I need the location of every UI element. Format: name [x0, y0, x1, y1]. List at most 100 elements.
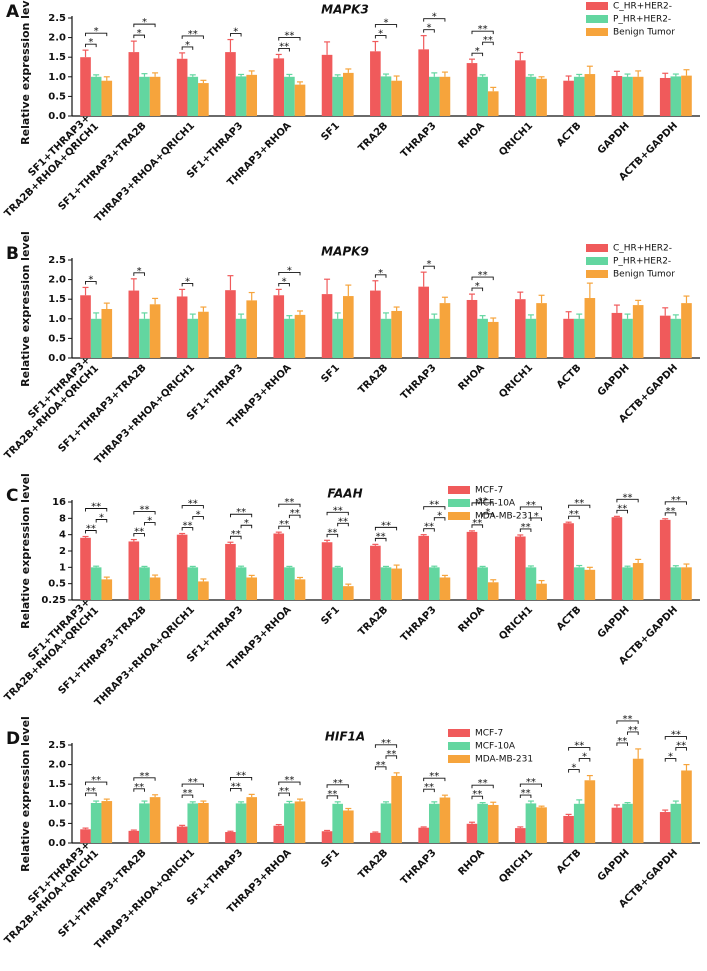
- legend-label: C_HR+HER2-: [613, 2, 672, 12]
- legend-swatch: [586, 270, 608, 278]
- significance-label: **: [574, 498, 584, 509]
- significance-label: *: [432, 12, 437, 23]
- significance-label: *: [282, 276, 287, 287]
- legend-swatch: [586, 28, 608, 36]
- bar: [418, 286, 429, 358]
- significance-bracket: [85, 280, 97, 285]
- significance-label: *: [287, 265, 292, 276]
- significance-bracket: [144, 522, 156, 526]
- bar: [246, 300, 258, 358]
- y-tick-label: 2.0: [48, 760, 66, 771]
- y-tick-label: 1.0: [48, 314, 66, 325]
- significance-bracket: [423, 29, 435, 33]
- bar: [611, 517, 623, 600]
- x-tick-label: THRAP3+RHOA+QRICH1: [93, 362, 197, 466]
- bar: [670, 567, 682, 600]
- significance-bracket: [664, 512, 677, 516]
- significance-bracket: [133, 511, 156, 515]
- significance-bracket: [229, 787, 242, 792]
- significance-bracket: [374, 24, 398, 28]
- significance-label: *: [137, 28, 142, 39]
- bar: [332, 318, 344, 358]
- bar: [235, 803, 247, 843]
- bar: [80, 57, 91, 116]
- legend-label: P_HR+HER2-: [613, 257, 671, 267]
- bar: [225, 290, 236, 358]
- significance-bracket: [627, 731, 639, 735]
- bar: [514, 828, 526, 843]
- x-tick-label: THRAP3+RHOA+QRICH1: [93, 120, 197, 224]
- significance-bracket: [519, 783, 543, 788]
- panel: B MAPK9 Relative expression level 0.0 0.5 1.0…: [3, 231, 700, 467]
- x-tick-label: THRAP3: [399, 120, 439, 160]
- legend-label: MCF-10A: [475, 742, 516, 752]
- significance-bracket: [374, 35, 387, 39]
- bar: [343, 586, 354, 600]
- significance-bracket: [181, 505, 204, 509]
- significance-label: *: [142, 17, 147, 28]
- significance-label: **: [333, 778, 343, 789]
- significance-bracket: [181, 35, 204, 39]
- significance-label: **: [478, 270, 488, 281]
- significance-bracket: [471, 524, 484, 528]
- bar: [284, 318, 295, 358]
- panel-letter: A: [6, 2, 20, 22]
- significance-label: *: [185, 276, 190, 287]
- significance-label: **: [91, 502, 101, 513]
- y-tick-label: 1.5: [48, 779, 66, 790]
- bar: [294, 579, 306, 600]
- significance-label: **: [472, 518, 482, 529]
- bar: [622, 803, 633, 843]
- significance-label: **: [333, 505, 343, 516]
- significance-label: **: [526, 500, 536, 511]
- bar: [525, 803, 537, 843]
- bar: [428, 567, 440, 600]
- x-tick-label: GAPDH: [596, 604, 632, 640]
- bar: [418, 535, 429, 600]
- bar: [380, 318, 392, 358]
- legend-label: Benign Tumor: [613, 28, 675, 38]
- significance-label: **: [623, 714, 633, 725]
- bar: [584, 74, 596, 116]
- bar: [487, 321, 499, 358]
- bar: [487, 804, 499, 843]
- legend-swatch: [448, 486, 470, 494]
- bar: [659, 812, 671, 843]
- chart-title: FAAH: [327, 487, 362, 501]
- x-tick-label: THRAP3: [399, 847, 439, 887]
- y-tick-label: 2.5: [48, 740, 66, 751]
- significance-bracket: [181, 282, 194, 287]
- legend-label: MCF-10A: [475, 499, 516, 509]
- bar: [536, 583, 547, 600]
- significance-bracket: [568, 515, 580, 520]
- bar: [90, 318, 102, 358]
- bar: [235, 76, 247, 116]
- significance-label: **: [424, 522, 434, 533]
- x-tick-label: ACTB: [555, 604, 584, 633]
- significance-label: *: [582, 752, 587, 763]
- significance-label: *: [185, 40, 190, 51]
- significance-bracket: [278, 271, 301, 276]
- significance-label: **: [86, 524, 96, 535]
- significance-bracket: [133, 788, 145, 792]
- bar: [477, 76, 488, 116]
- legend-label: MCF-7: [475, 729, 503, 739]
- bar: [101, 309, 113, 358]
- significance-bracket: [278, 282, 290, 287]
- bar: [622, 318, 633, 358]
- significance-bracket: [133, 34, 145, 39]
- bar: [428, 76, 440, 116]
- x-tick-label: RHOA: [456, 604, 487, 635]
- bar: [90, 76, 102, 116]
- bar: [284, 567, 295, 600]
- bar: [294, 801, 306, 843]
- y-tick-label: 16: [52, 497, 66, 508]
- bar: [573, 318, 585, 358]
- bar: [428, 803, 440, 843]
- significance-label: **: [188, 499, 198, 510]
- panel-letter: B: [6, 244, 19, 264]
- bar: [525, 76, 537, 116]
- bar: [514, 60, 526, 116]
- bar: [273, 825, 285, 843]
- y-tick-label: 0.5: [48, 818, 66, 829]
